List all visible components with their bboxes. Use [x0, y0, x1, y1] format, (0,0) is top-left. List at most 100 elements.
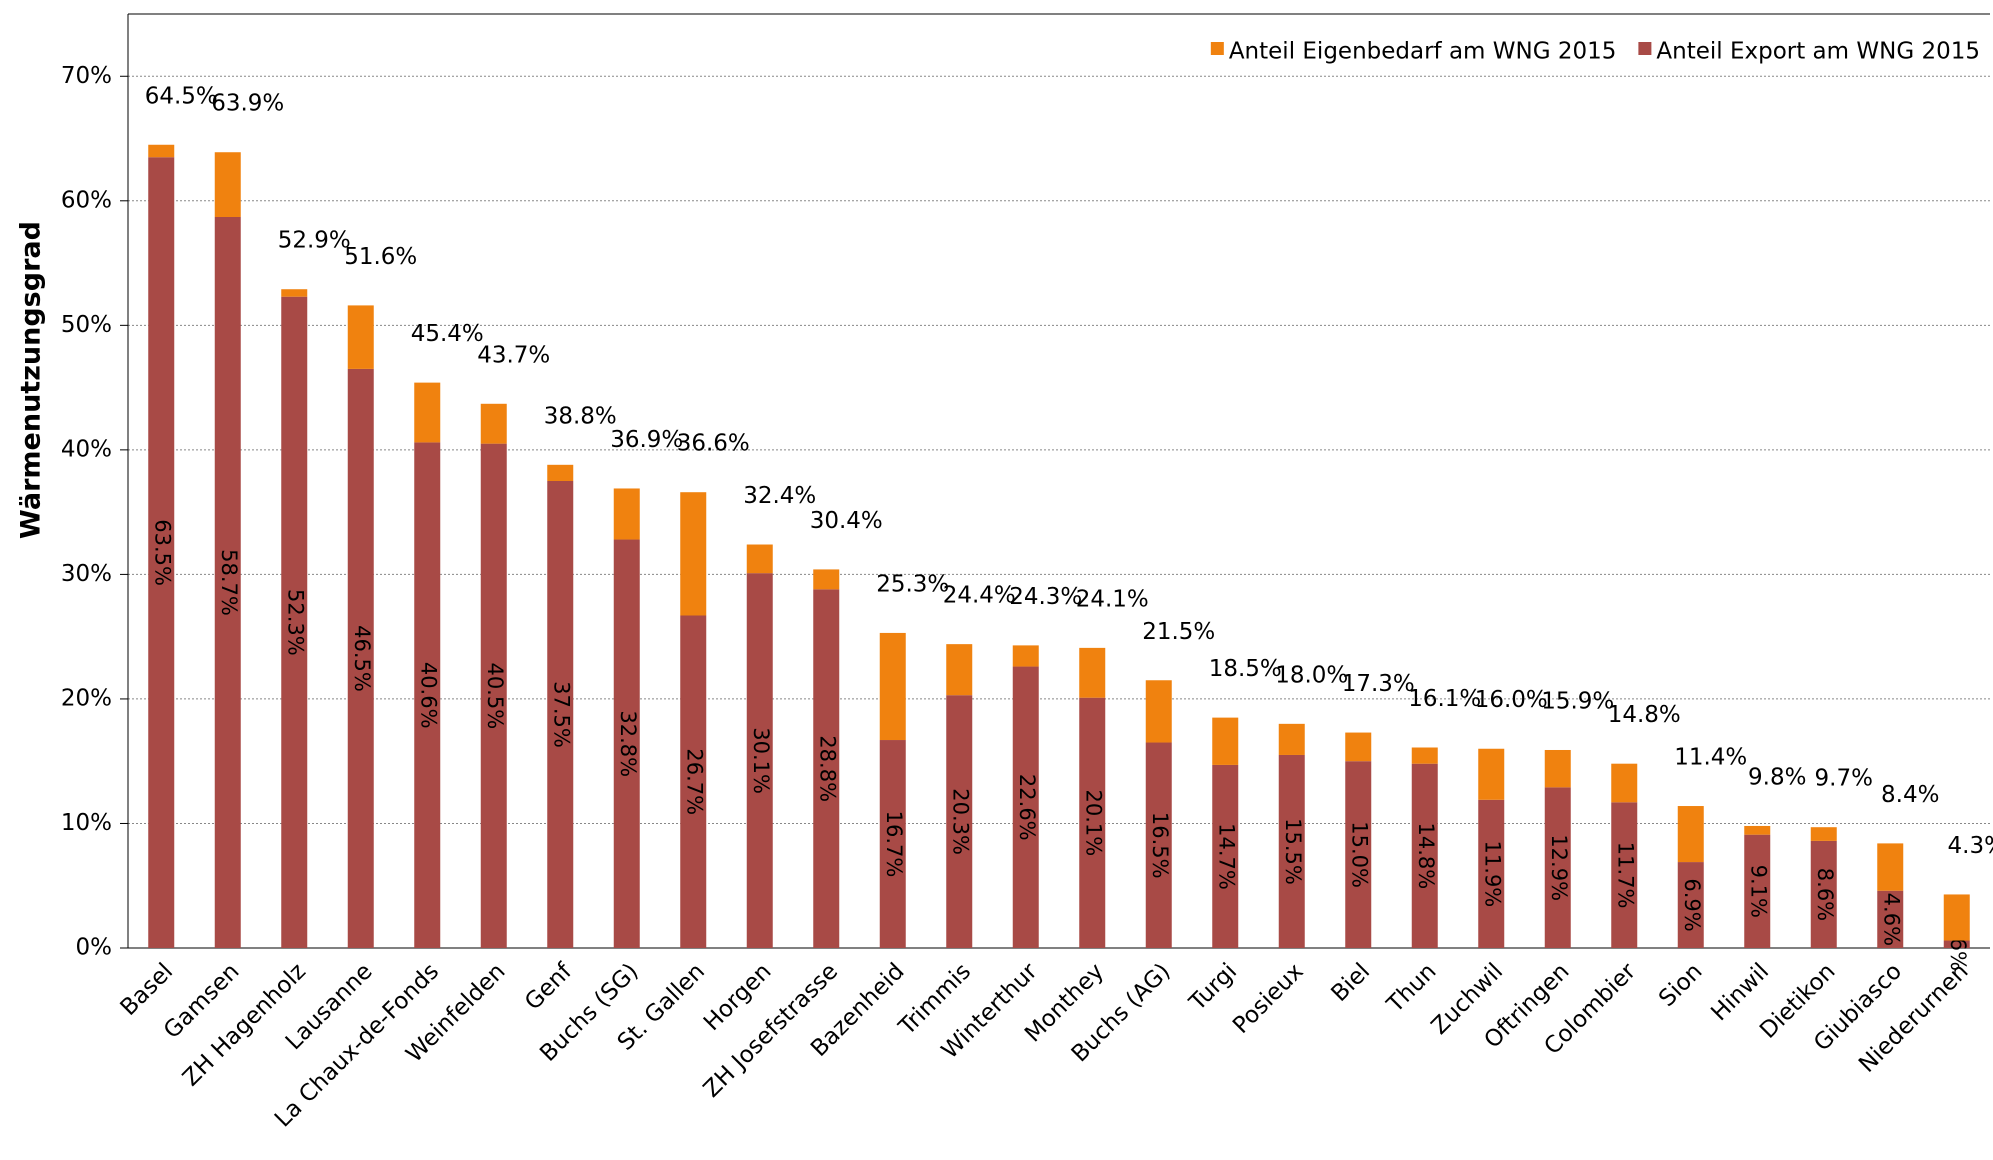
- segment-label: 4.6%: [1879, 893, 1903, 946]
- x-tick-label: Posieux: [1228, 958, 1308, 1038]
- bar-segment: [680, 615, 707, 948]
- total-label: 36.6%: [677, 431, 750, 457]
- bar-segment: [148, 157, 175, 949]
- segment-label: 11.7%: [1613, 842, 1637, 909]
- bar-segment: [1611, 802, 1638, 948]
- bar-segment: [680, 492, 707, 616]
- bar-segment: [946, 695, 973, 948]
- bar-segment: [1012, 645, 1039, 667]
- total-label: 51.6%: [344, 244, 417, 270]
- total-label: 17.3%: [1342, 671, 1415, 697]
- bar-segment: [1212, 717, 1239, 765]
- bar-segment: [1278, 754, 1305, 948]
- y-tick-label: 10%: [61, 810, 112, 836]
- y-tick-label: 50%: [61, 312, 112, 338]
- segment-label: 14.7%: [1214, 823, 1238, 890]
- bar-segment: [1611, 763, 1638, 803]
- bar-segment: [1877, 890, 1904, 948]
- segment-label: 52.3%: [283, 589, 307, 656]
- bar-segment: [480, 443, 507, 948]
- total-label: 64.5%: [145, 83, 218, 109]
- bar-segment: [1145, 742, 1172, 948]
- segment-label: 12.9%: [1547, 834, 1571, 901]
- bar-segment: [1744, 834, 1771, 948]
- total-label: 43.7%: [477, 342, 550, 368]
- segment-label: 16.5%: [1148, 812, 1172, 879]
- y-axis-title: Wärmenutzungsgrad: [16, 221, 47, 539]
- bar-segment: [1212, 764, 1239, 948]
- bar-segment: [1677, 806, 1704, 863]
- bar-segment: [347, 305, 374, 369]
- total-label: 30.4%: [810, 508, 883, 534]
- bar-segment: [281, 296, 308, 948]
- segment-label: 11.9%: [1480, 841, 1504, 908]
- bar-segment: [1145, 680, 1172, 743]
- bar-segment: [414, 382, 441, 443]
- total-label: 32.4%: [743, 483, 816, 509]
- x-tick-label: Biel: [1326, 958, 1375, 1007]
- total-label: 63.9%: [211, 91, 284, 117]
- x-tick-label: Basel: [116, 958, 179, 1021]
- x-tick-label: Turgi: [1184, 958, 1242, 1016]
- bar-segment: [547, 481, 574, 948]
- bar-segment: [1478, 799, 1505, 948]
- segment-label: 6.9%: [1680, 878, 1704, 931]
- segment-label: 8.6%: [1813, 868, 1837, 921]
- segment-label: 37.5%: [549, 681, 573, 748]
- bar-segment: [281, 289, 308, 297]
- y-tick-label: 40%: [61, 436, 112, 462]
- x-tick-label: ZH Hagenholz: [178, 958, 311, 1091]
- segment-label: 20.3%: [948, 788, 972, 855]
- segment-label: 40.5%: [483, 662, 507, 729]
- y-tick-label: 30%: [61, 561, 112, 587]
- bar-segment: [1544, 749, 1571, 788]
- bar-segment: [547, 464, 574, 481]
- segment-label: 32.8%: [616, 710, 640, 777]
- segment-label: 58.7%: [217, 549, 241, 616]
- total-label: 9.8%: [1748, 764, 1806, 790]
- total-label: 14.8%: [1608, 702, 1681, 728]
- legend-label: Anteil Export am WNG 2015: [1656, 39, 1980, 65]
- segment-label: 30.1%: [749, 727, 773, 794]
- bar-segment: [1943, 940, 1970, 948]
- segment-label: 28.8%: [815, 735, 839, 802]
- segment-label: 46.5%: [350, 625, 374, 692]
- bar-segment: [414, 442, 441, 948]
- total-label: 24.1%: [1076, 586, 1149, 612]
- bar-segment: [214, 216, 241, 949]
- segment-label: 9.1%: [1746, 865, 1770, 918]
- bar-segment: [879, 632, 906, 741]
- bar-segment: [1411, 763, 1438, 948]
- total-label: 45.4%: [411, 321, 484, 347]
- total-label: 18.5%: [1209, 656, 1282, 682]
- bar-segment: [1744, 825, 1771, 835]
- legend-label: Anteil Eigenbedarf am WNG 2015: [1229, 39, 1617, 65]
- total-label: 38.8%: [544, 403, 617, 429]
- bar-segment: [480, 403, 507, 444]
- segment-label: 15.0%: [1347, 821, 1371, 888]
- x-tick-label: Sion: [1654, 958, 1707, 1011]
- bar-segment: [1345, 732, 1372, 762]
- segment-label: 26.7%: [682, 748, 706, 815]
- y-tick-label: 70%: [61, 63, 112, 89]
- y-tick-label: 20%: [61, 685, 112, 711]
- bar-segment: [746, 573, 773, 948]
- segment-label: 40.6%: [416, 662, 440, 729]
- bar-segment: [746, 544, 773, 574]
- segment-label: 20.1%: [1081, 789, 1105, 856]
- bar-segment: [613, 539, 640, 948]
- bar-segment: [813, 569, 840, 590]
- bar-segment: [148, 144, 175, 158]
- bar-segment: [1478, 748, 1505, 800]
- bar-segment: [1810, 827, 1837, 841]
- total-label: 25.3%: [876, 571, 949, 597]
- total-label: 21.5%: [1142, 619, 1215, 645]
- bar-segment: [1411, 747, 1438, 764]
- segment-label: 16.7%: [882, 811, 906, 878]
- legend-swatch: [1210, 42, 1224, 55]
- total-label: 16.1%: [1408, 686, 1481, 712]
- total-label: 15.9%: [1541, 688, 1614, 714]
- bar-segment: [1079, 697, 1106, 948]
- x-tick-label: Thun: [1382, 958, 1442, 1018]
